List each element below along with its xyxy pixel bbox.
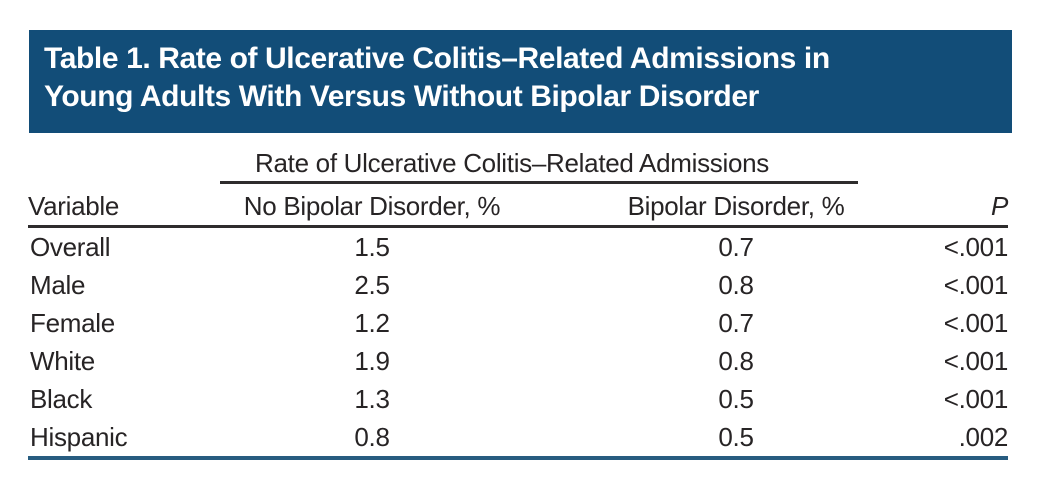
table-title-line-1: Table 1. Rate of Ulcerative Colitis–Rela… [44,42,830,75]
table-row: Hispanic 0.8 0.5 .002 [28,418,1008,460]
row-bipolar-pct: 0.8 [718,345,754,376]
row-bipolar-pct: 0.5 [718,383,754,414]
spanner-spacer-right [876,140,1008,184]
table-title-banner: Table 1. Rate of Ulcerative Colitis–Rela… [29,30,1012,133]
row-bipolar-pct: 0.5 [596,418,877,460]
table-row: Male 2.5 0.8 <.001 [28,266,1008,304]
table-row: Female 1.2 0.7 <.001 [28,304,1008,342]
column-header-no-bipolar: No Bipolar Disorder, % [148,184,596,228]
row-p-value: .002 [876,418,1008,460]
row-p-value: <.001 [943,383,1009,414]
row-variable: Overall [30,231,111,262]
table-row: Overall 1.5 0.7 <.001 [28,227,1008,267]
table-row: White 1.9 0.8 <.001 [28,342,1008,380]
row-no-bipolar-pct: 1.9 [354,345,390,376]
spanner-header-cell: Rate of Ulcerative Colitis–Related Admis… [148,140,876,184]
table-title-line-2: Young Adults With Versus Without Bipolar… [44,80,759,113]
column-header-row: Variable No Bipolar Disorder, % Bipolar … [28,184,1008,228]
row-no-bipolar-pct: 1.2 [354,307,390,338]
spanner-rule [220,181,859,184]
row-variable: Female [30,307,115,338]
row-p-value: <.001 [943,269,1009,300]
spanner-header-row: Rate of Ulcerative Colitis–Related Admis… [28,140,1008,184]
row-no-bipolar-pct: 1.3 [354,383,390,414]
row-variable: Hispanic [28,418,148,460]
row-variable: White [30,345,95,376]
row-variable: Black [30,383,93,414]
row-no-bipolar-pct: 1.5 [354,231,390,262]
column-header-bipolar: Bipolar Disorder, % [596,184,877,228]
row-p-value: <.001 [943,307,1009,338]
column-header-variable: Variable [28,184,148,228]
row-bipolar-pct: 0.8 [718,269,754,300]
row-p-value: <.001 [943,345,1009,376]
row-no-bipolar-pct: 2.5 [354,269,390,300]
table-row: Black 1.3 0.5 <.001 [28,380,1008,418]
row-p-value: <.001 [943,231,1009,262]
spanner-spacer-left [28,140,148,184]
admissions-table-container: Rate of Ulcerative Colitis–Related Admis… [28,140,1008,460]
row-bipolar-pct: 0.7 [718,307,754,338]
column-header-p-value: P [876,184,1008,228]
row-bipolar-pct: 0.7 [718,231,754,262]
admissions-table: Rate of Ulcerative Colitis–Related Admis… [28,140,1008,460]
row-variable: Male [30,269,86,300]
spanner-header-label: Rate of Ulcerative Colitis–Related Admis… [255,148,769,178]
row-no-bipolar-pct: 0.8 [148,418,596,460]
